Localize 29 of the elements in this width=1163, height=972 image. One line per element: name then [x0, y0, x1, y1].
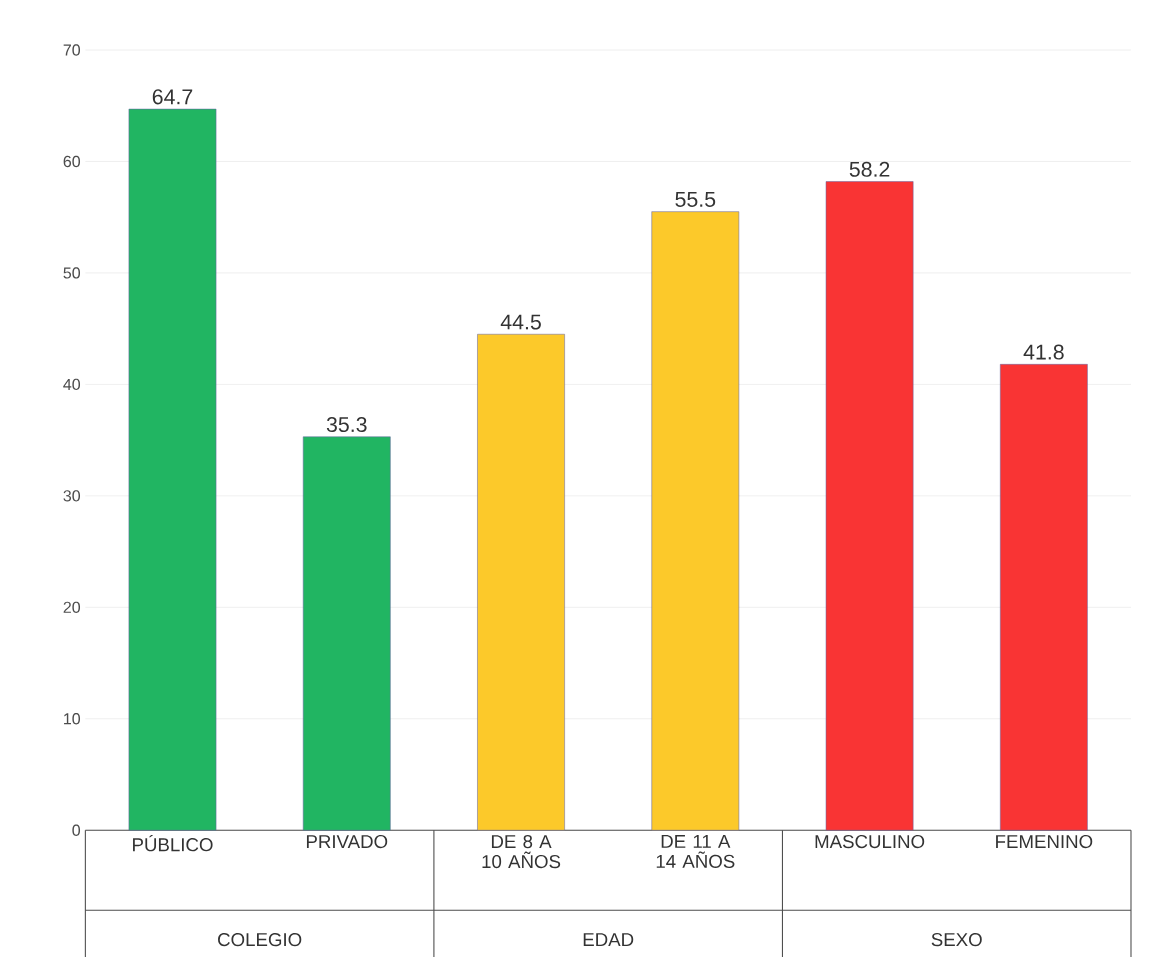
bar [1000, 363, 1088, 831]
y-tick-label: 60 [63, 155, 81, 167]
bar [477, 333, 565, 831]
text: SEXO [931, 932, 982, 947]
text: COLEGIO [218, 932, 302, 947]
bar [128, 108, 217, 831]
y-tick-label: 50 [63, 267, 81, 279]
data-label: 58.2 [849, 161, 890, 177]
x-tick-label: FEMENINO [996, 834, 1093, 849]
bar [651, 211, 740, 831]
y-tick-label: 0 [72, 824, 81, 836]
x-tick-label: PÚBLICO [133, 834, 213, 852]
x-tick-label: PRIVADO [306, 834, 388, 849]
data-label: 44.5 [500, 314, 541, 330]
bar [302, 436, 391, 831]
bar [825, 181, 914, 831]
x-tick-label: MASCULINO [815, 834, 925, 849]
y-tick-label: 70 [63, 44, 81, 56]
y-tick-label: 10 [64, 712, 81, 725]
data-label: 55.5 [675, 191, 716, 207]
data-label: 64.7 [152, 89, 193, 105]
x-tick-label: DE 8 A 10 AÑOS [482, 834, 561, 869]
y-tick-label: 40 [63, 378, 81, 390]
x-tick-label: DE 11 A 14 AÑOS [656, 834, 735, 868]
y-tick-label: 30 [63, 490, 81, 502]
data-label: 41.8 [1023, 344, 1064, 360]
text: EDAD [583, 933, 634, 946]
data-label: 35.3 [326, 416, 367, 432]
y-tick-label: 20 [63, 601, 81, 613]
